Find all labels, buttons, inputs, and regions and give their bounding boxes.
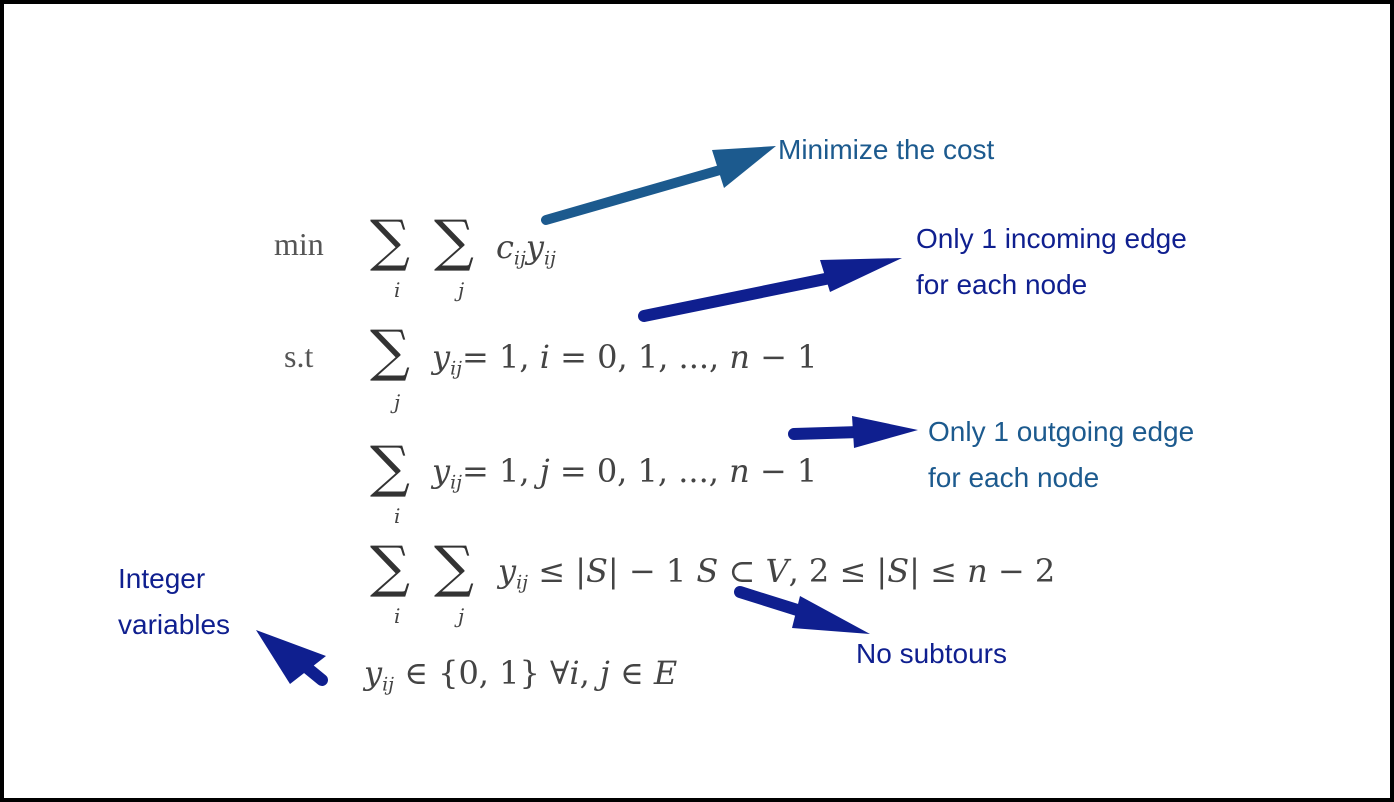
note-incoming-edge: Only 1 incoming edge for each node — [916, 216, 1187, 308]
arrow-integer — [256, 630, 328, 686]
note-line: variables — [118, 609, 231, 640]
sum-symbol-i: ∑ — [370, 209, 410, 274]
note-no-subtours: No subtours — [856, 631, 1007, 677]
note-line: Minimize the cost — [778, 134, 995, 165]
note-line: for each node — [916, 269, 1088, 300]
sum-symbol-i: ∑ — [370, 535, 410, 600]
sum-index-i: i — [394, 504, 401, 528]
sum-symbol-j: ∑ — [370, 319, 410, 384]
sum-symbol-j: ∑ — [434, 209, 474, 274]
sum-symbol-j: ∑ — [434, 535, 474, 600]
sum-symbol-i: ∑ — [370, 435, 410, 500]
note-line: Only 1 outgoing edge — [928, 416, 1195, 447]
sum-index-i: i — [394, 604, 401, 628]
sum-index-i: i — [394, 278, 401, 302]
note-integer-variables: Integer variables — [118, 556, 230, 648]
sum-index-j: j — [458, 278, 465, 302]
arrow-incoming — [638, 258, 902, 322]
note-line: Only 1 incoming edge — [916, 223, 1187, 254]
constraint-outgoing: yij= 1, j = 0, 1, ..., n − 1 — [432, 452, 818, 494]
st-keyword: s.t — [284, 338, 314, 374]
note-minimize-cost: Minimize the cost — [778, 127, 994, 173]
constraint-subtour-elimination: yij ≤ |S| − 1 S ⊂ V, 2 ≤ |S| ≤ n − 2 — [498, 552, 1056, 594]
constraint-integer: yij ∈ {0, 1} ∀i, j ∈ E — [364, 654, 678, 696]
objective-term: cijyij — [496, 228, 556, 270]
note-outgoing-edge: Only 1 outgoing edge for each node — [928, 409, 1194, 501]
arrow-subtours — [734, 586, 870, 634]
arrow-minimize — [541, 146, 776, 225]
note-line: for each node — [928, 462, 1100, 493]
sum-index-j: j — [394, 390, 401, 414]
arrow-outgoing — [788, 416, 918, 448]
note-line: Integer — [118, 563, 206, 594]
constraint-incoming: yij= 1, i = 0, 1, ..., n − 1 — [432, 338, 818, 380]
sum-index-j: j — [458, 604, 465, 628]
note-line: No subtours — [856, 638, 1007, 669]
min-keyword: min — [274, 226, 324, 262]
